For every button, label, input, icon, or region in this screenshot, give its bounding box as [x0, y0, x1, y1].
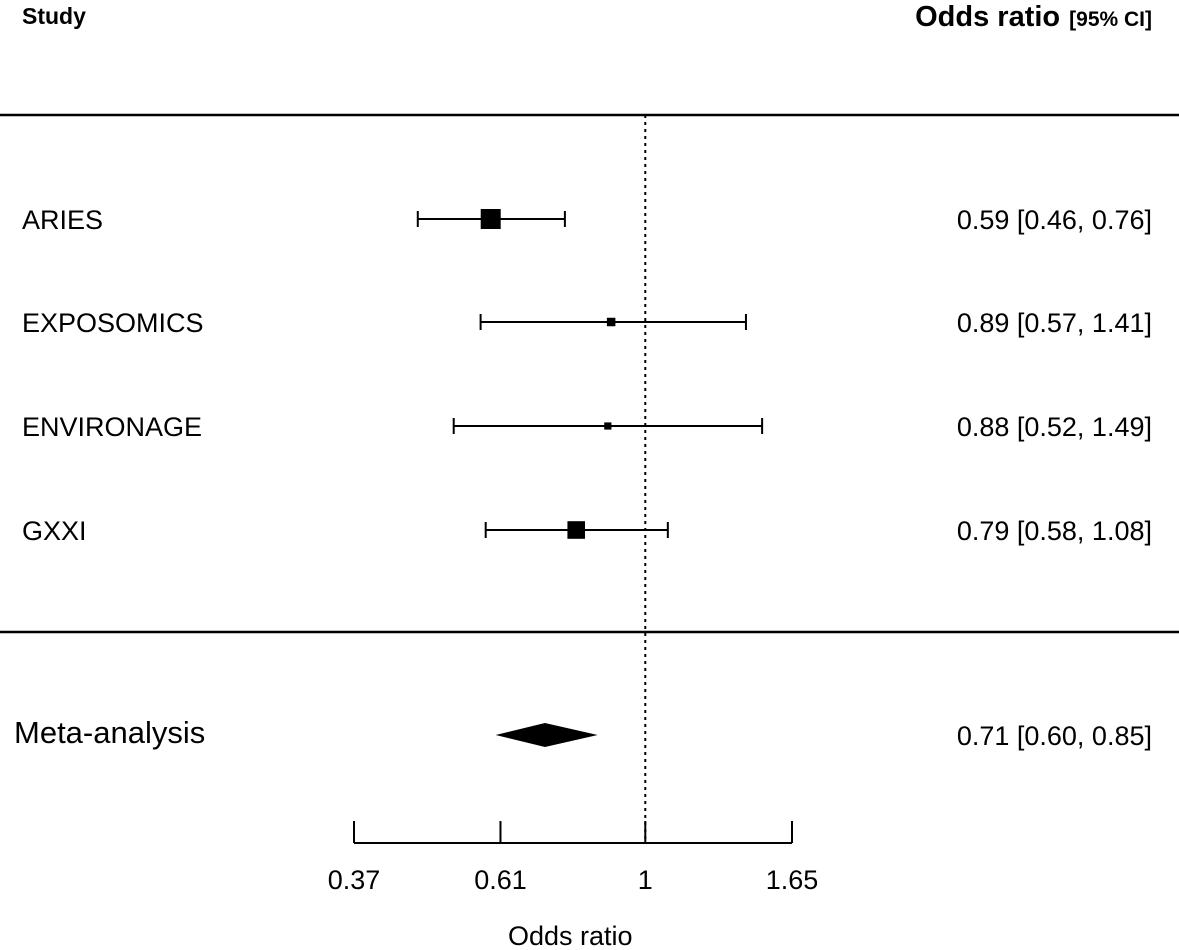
x-axis-title: Odds ratio: [508, 921, 633, 950]
point-estimate-box: [606, 317, 616, 327]
study-column-header: Study: [22, 3, 86, 29]
study-label: EXPOSOMICS: [22, 308, 204, 338]
odds-ratio-header: Odds ratio: [915, 1, 1060, 33]
ci-header: [95% CI]: [1069, 8, 1152, 31]
estimate-column-header: Odds ratio [95% CI]: [915, 1, 1152, 33]
point-estimate-box: [604, 422, 612, 430]
study-row: ENVIRONAGE 0.88 [0.52, 1.49]: [22, 412, 1152, 442]
study-label: ENVIRONAGE: [22, 412, 202, 442]
point-estimate-box: [567, 521, 586, 539]
meta-analysis-label: Meta-analysis: [14, 715, 205, 750]
estimate-label: 0.59 [0.46, 0.76]: [957, 205, 1152, 235]
study-label: GXXI: [22, 516, 87, 546]
study-label: ARIES: [22, 205, 103, 235]
study-row: GXXI 0.79 [0.58, 1.08]: [22, 516, 1152, 546]
study-row: ARIES 0.59 [0.46, 0.76]: [22, 205, 1152, 235]
summary-row: Meta-analysis 0.71 [0.60, 0.85]: [14, 715, 1152, 751]
study-row: EXPOSOMICS 0.89 [0.57, 1.41]: [22, 308, 1152, 338]
x-tick-label: 0.37: [328, 865, 381, 895]
estimate-label: 0.89 [0.57, 1.41]: [957, 308, 1152, 338]
summary-diamond: [495, 723, 598, 747]
x-tick-label: 1.65: [766, 865, 819, 895]
summary-estimate-label: 0.71 [0.60, 0.85]: [957, 721, 1152, 751]
x-tick-label: 1: [638, 865, 653, 895]
x-tick-label: 0.61: [474, 865, 527, 895]
estimate-label: 0.88 [0.52, 1.49]: [957, 412, 1152, 442]
estimate-label: 0.79 [0.58, 1.08]: [957, 516, 1152, 546]
point-estimate-box: [480, 209, 501, 229]
